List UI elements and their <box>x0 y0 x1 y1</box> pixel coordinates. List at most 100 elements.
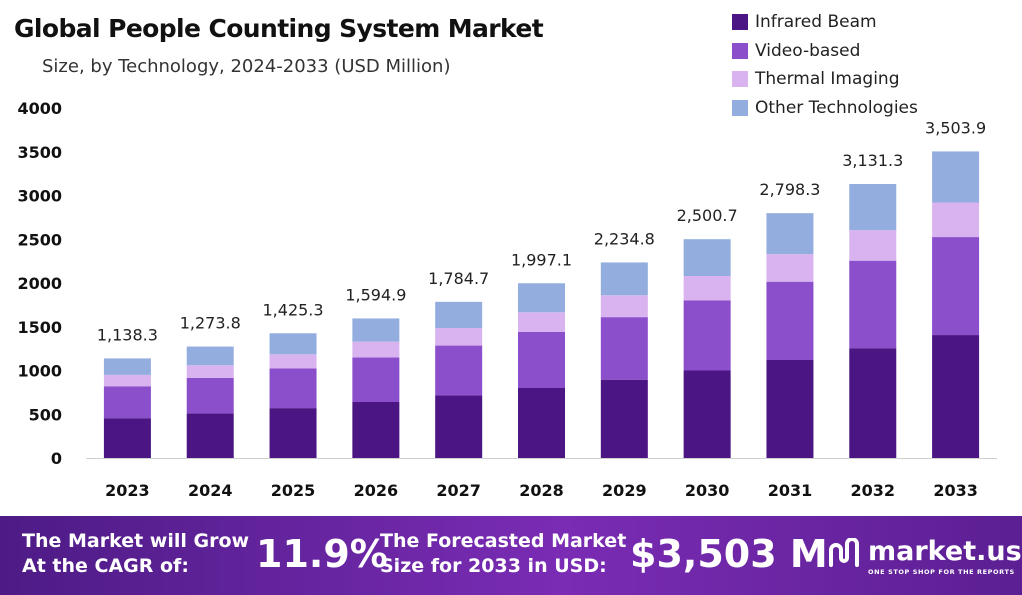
forecast-caption-line1: The Forecasted Market <box>380 530 627 552</box>
chart-subtitle: Size, by Technology, 2024-2033 (USD Mill… <box>42 56 451 77</box>
bar-segment-other-technologies <box>849 184 897 231</box>
x-tick-label: 2023 <box>105 481 150 500</box>
x-axis: 2023 2024 2025 2026 2027 2028 2029 2030 2031 2032… <box>86 458 997 500</box>
bar-segment-other-technologies <box>435 301 483 329</box>
bar-segment-video-based <box>683 300 731 371</box>
bar-segment-thermal-imaging <box>683 276 731 301</box>
x-tick-label: 2024 <box>188 481 233 500</box>
bar-segment-video-based <box>600 317 648 380</box>
x-tick-label: 2029 <box>602 481 647 500</box>
bar-segment-infrared-beam <box>932 335 980 458</box>
bar-segment-thermal-imaging <box>352 341 400 358</box>
x-tick-label: 2028 <box>519 481 564 500</box>
bar-segment-thermal-imaging <box>518 312 565 332</box>
y-tick-label: 2000 <box>17 274 62 293</box>
bar-segment-other-technologies <box>932 151 980 203</box>
cagr-caption-line2: At the CAGR of: <box>22 555 189 577</box>
x-tick-label: 2030 <box>685 481 730 500</box>
bar-segment-thermal-imaging <box>103 374 151 387</box>
data-label: 1,273.8 <box>180 314 241 333</box>
chart-legend: Infrared Beam Video-based Thermal Imagin… <box>732 8 918 122</box>
bar-segment-infrared-beam <box>849 348 897 458</box>
bar-segment-video-based <box>352 357 400 402</box>
bar-segment-thermal-imaging <box>269 354 317 369</box>
x-tick-label: 2027 <box>436 481 481 500</box>
legend-label: Infrared Beam <box>755 12 877 33</box>
bar-segment-infrared-beam <box>435 395 483 458</box>
cagr-value: 11.9% <box>256 532 388 576</box>
forecast-caption-line2: Size for 2033 in USD: <box>380 555 607 577</box>
data-label: 3,131.3 <box>842 151 903 170</box>
x-tick-label: 2026 <box>354 481 399 500</box>
x-tick-label: 2033 <box>933 481 978 500</box>
forecast-caption: The Forecasted Market Size for 2033 in U… <box>380 529 626 579</box>
legend-item-video-based: Video-based <box>732 37 918 66</box>
legend-label: Video-based <box>755 40 861 61</box>
data-labels: 1,138.3 1,273.8 1,425.3 1,594.9 1,784.7 1,997… <box>97 118 986 344</box>
market-us-logo-icon <box>829 538 859 567</box>
brand-tagline: ONE STOP SHOP FOR THE REPORTS <box>868 568 1015 576</box>
y-axis: 0 500 1000 1500 2000 2500 3000 3500 4000 <box>17 99 62 468</box>
bar-segment-thermal-imaging <box>849 230 897 261</box>
bar-segment-thermal-imaging <box>932 202 980 238</box>
bar-segment-other-technologies <box>600 262 648 296</box>
bar-segment-infrared-beam <box>683 370 731 458</box>
cagr-caption-line1: The Market will Grow <box>22 530 250 552</box>
bar-segment-other-technologies <box>766 213 814 255</box>
legend-swatch <box>732 71 748 88</box>
legend-swatch <box>732 42 748 59</box>
legend-item-other-technologies: Other Technologies <box>732 94 918 123</box>
bar-segment-video-based <box>186 377 234 414</box>
y-tick-label: 1000 <box>17 362 62 381</box>
bar-segment-other-technologies <box>103 358 151 375</box>
legend-item-thermal-imaging: Thermal Imaging <box>732 65 918 94</box>
y-tick-label: 2500 <box>17 230 62 249</box>
legend-item-infrared-beam: Infrared Beam <box>732 8 918 37</box>
bar-segment-other-technologies <box>269 333 317 355</box>
bar-segment-infrared-beam <box>600 379 648 458</box>
y-tick-label: 3000 <box>17 187 62 206</box>
data-label: 2,500.7 <box>677 206 738 225</box>
bar-segment-video-based <box>849 260 897 349</box>
data-label: 2,234.8 <box>594 229 655 248</box>
bar-segment-infrared-beam <box>103 418 151 458</box>
y-tick-label: 4000 <box>17 99 62 118</box>
bar-segment-video-based <box>435 345 483 396</box>
y-tick-label: 0 <box>51 449 62 468</box>
x-tick-label: 2025 <box>271 481 316 500</box>
summary-banner: The Market will Grow At the CAGR of: 11.… <box>0 516 1022 595</box>
data-label: 1,138.3 <box>97 325 158 344</box>
bar-segment-other-technologies <box>352 318 400 342</box>
legend-label: Other Technologies <box>755 97 918 118</box>
legend-label: Thermal Imaging <box>755 69 900 90</box>
bar-segment-other-technologies <box>518 283 565 313</box>
bar-stacks <box>103 151 980 458</box>
x-tick-label: 2031 <box>768 481 813 500</box>
forecast-value: $3,503 M <box>630 532 828 576</box>
bar-segment-infrared-beam <box>269 408 317 458</box>
bar-segment-infrared-beam <box>518 388 565 458</box>
bar-segment-thermal-imaging <box>600 295 648 318</box>
y-tick-label: 3500 <box>17 143 62 162</box>
data-label: 1,594.9 <box>345 285 406 304</box>
y-tick-label: 1500 <box>17 318 62 337</box>
bar-segment-video-based <box>269 368 317 409</box>
bar-segment-thermal-imaging <box>766 254 814 282</box>
bar-segment-infrared-beam <box>186 413 234 458</box>
data-label: 1,997.1 <box>511 250 572 269</box>
brand-name: market.us <box>868 536 1022 567</box>
legend-swatch <box>732 99 748 116</box>
legend-swatch <box>732 14 748 31</box>
data-label: 2,798.3 <box>759 180 820 199</box>
x-tick-label: 2032 <box>851 481 896 500</box>
cagr-caption: The Market will Grow At the CAGR of: <box>22 529 249 579</box>
bar-segment-video-based <box>103 386 151 419</box>
bar-segment-infrared-beam <box>766 360 814 458</box>
data-label: 1,425.3 <box>263 300 324 319</box>
bar-segment-thermal-imaging <box>186 365 234 378</box>
bar-segment-video-based <box>932 237 980 336</box>
bar-segment-infrared-beam <box>352 402 400 458</box>
chart-title: Global People Counting System Market <box>14 14 544 43</box>
data-label: 1,784.7 <box>428 269 489 288</box>
